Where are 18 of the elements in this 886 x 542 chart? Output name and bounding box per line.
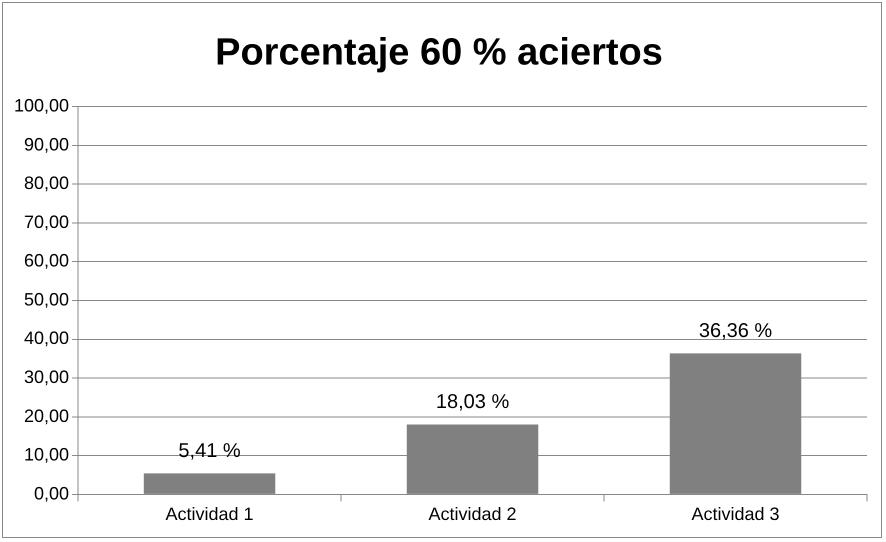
y-tick-label: 20,00 [24,406,70,426]
y-tick-label: 30,00 [24,367,70,388]
y-tick-label: 100,00 [14,96,70,116]
x-tick-label: Actividad 2 [428,504,517,524]
data-label: 18,03 % [436,390,510,413]
x-tick-label: Actividad 1 [166,504,254,524]
y-tick-label: 0,00 [34,483,70,504]
y-tick-label: 90,00 [24,134,70,154]
data-label: 5,41 % [178,440,241,462]
y-tick-label: 60,00 [24,250,70,271]
y-tick-label: 10,00 [24,444,70,465]
data-label: 36,36 % [698,320,772,342]
chart-title: Porcentaje 60 % aciertos [215,31,663,74]
x-tick-label: Actividad 3 [691,504,780,524]
y-tick-label: 70,00 [24,212,70,232]
y-tick-label: 80,00 [24,173,70,194]
y-tick-label: 40,00 [24,328,70,348]
y-tick-label: 50,00 [24,289,70,310]
